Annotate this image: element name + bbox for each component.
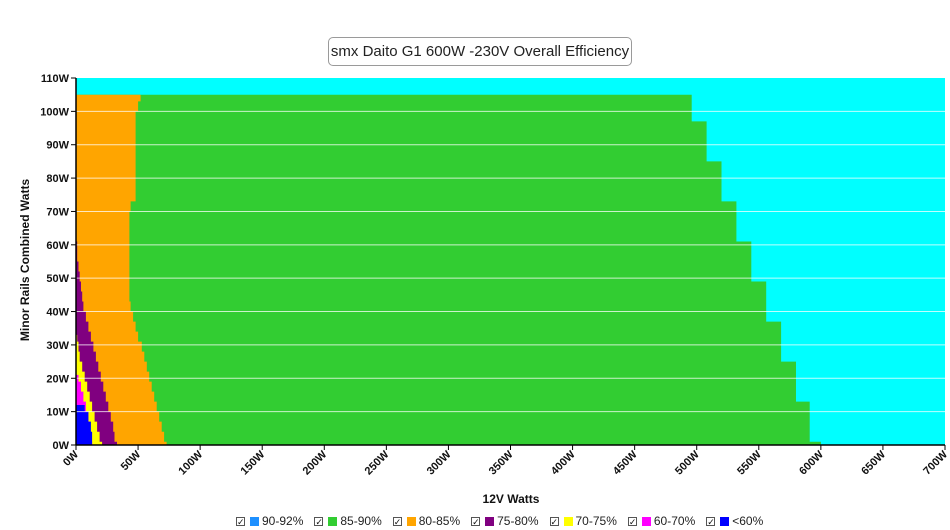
legend-item[interactable]: ✓ 75-80% [471, 514, 539, 528]
plot-area [76, 78, 945, 445]
y-tick-label: 40W [46, 307, 69, 319]
legend-checkbox[interactable]: ✓ [392, 516, 402, 527]
y-axis-title: Minor Rails Combined Watts [18, 179, 32, 342]
grid-lines [76, 110, 945, 413]
legend-label: 80-85% [418, 514, 461, 528]
legend-swatch [406, 516, 416, 526]
legend-checkbox[interactable]: ✓ [627, 516, 637, 527]
x-tick-label: 350W [487, 448, 516, 477]
legend-swatch [250, 516, 259, 526]
x-tick-label: 600W [797, 448, 826, 477]
region-2 [76, 94, 167, 445]
x-tick-label: 300W [425, 448, 454, 477]
legend-label: 90-92% [262, 514, 304, 528]
x-tick-label: 550W [735, 448, 764, 477]
y-tick-label: 100W [40, 106, 69, 118]
y-tick-label: 80W [46, 173, 69, 185]
y-tick-label: 90W [46, 140, 69, 152]
legend-item[interactable]: ✓ 85-90% [314, 514, 382, 528]
y-tick-label: 30W [46, 340, 69, 352]
y-tick-label: 70W [46, 206, 69, 218]
legend-checkbox[interactable]: ✓ [549, 516, 559, 527]
legend-swatch [641, 516, 651, 526]
x-tick-label: 150W [239, 448, 268, 477]
legend-swatch [328, 516, 338, 526]
legend-item[interactable]: ✓ 70-75% [549, 514, 617, 528]
legend-item[interactable]: ✓ 90-92% [236, 514, 303, 528]
x-tick-label: 250W [363, 448, 392, 477]
y-tick-label: 50W [46, 273, 69, 285]
legend-label: <60% [732, 514, 764, 528]
y-tick-label: 10W [46, 407, 69, 419]
legend-item[interactable]: ✓ <60% [706, 514, 763, 528]
y-tick-label: 0W [53, 440, 70, 452]
region-6 [76, 405, 93, 445]
x-tick-label: 200W [301, 448, 330, 477]
x-tick-label: 500W [673, 448, 702, 477]
x-tick-label: 700W [921, 448, 950, 477]
legend-checkbox[interactable]: ✓ [471, 516, 481, 527]
legend-label: 70-75% [575, 514, 617, 528]
legend-checkbox[interactable]: ✓ [236, 516, 245, 527]
legend: ✓ 90-92% ✓ 85-90% ✓ 80-85% ✓ 75-80% ✓ 70-75% ✓ 60-7… [236, 513, 774, 529]
x-tick-label: 50W [119, 448, 144, 473]
legend-checkbox[interactable]: ✓ [314, 516, 324, 527]
x-tick-label: 650W [859, 448, 888, 477]
legend-item[interactable]: ✓ 80-85% [392, 514, 461, 528]
x-tick-label: 400W [549, 448, 578, 477]
legend-label: 85-90% [340, 514, 382, 528]
y-tick-label: 110W [41, 73, 70, 85]
legend-swatch [485, 516, 495, 526]
x-tick-label: 100W [176, 448, 205, 477]
legend-swatch [563, 516, 573, 526]
legend-label: 60-70% [653, 514, 696, 528]
y-tick-label: 60W [46, 240, 69, 252]
legend-label: 75-80% [497, 514, 539, 528]
x-tick-label: 450W [611, 448, 640, 477]
chart-title: smx Daito G1 600W -230V Overall Efficien… [328, 37, 632, 66]
legend-item[interactable]: ✓ 60-70% [627, 514, 696, 528]
legend-swatch [720, 516, 730, 526]
x-axis-title: 12V Watts [483, 492, 540, 506]
region-1 [76, 94, 821, 445]
y-tick-label: 20W [46, 373, 69, 385]
legend-checkbox[interactable]: ✓ [706, 516, 716, 527]
